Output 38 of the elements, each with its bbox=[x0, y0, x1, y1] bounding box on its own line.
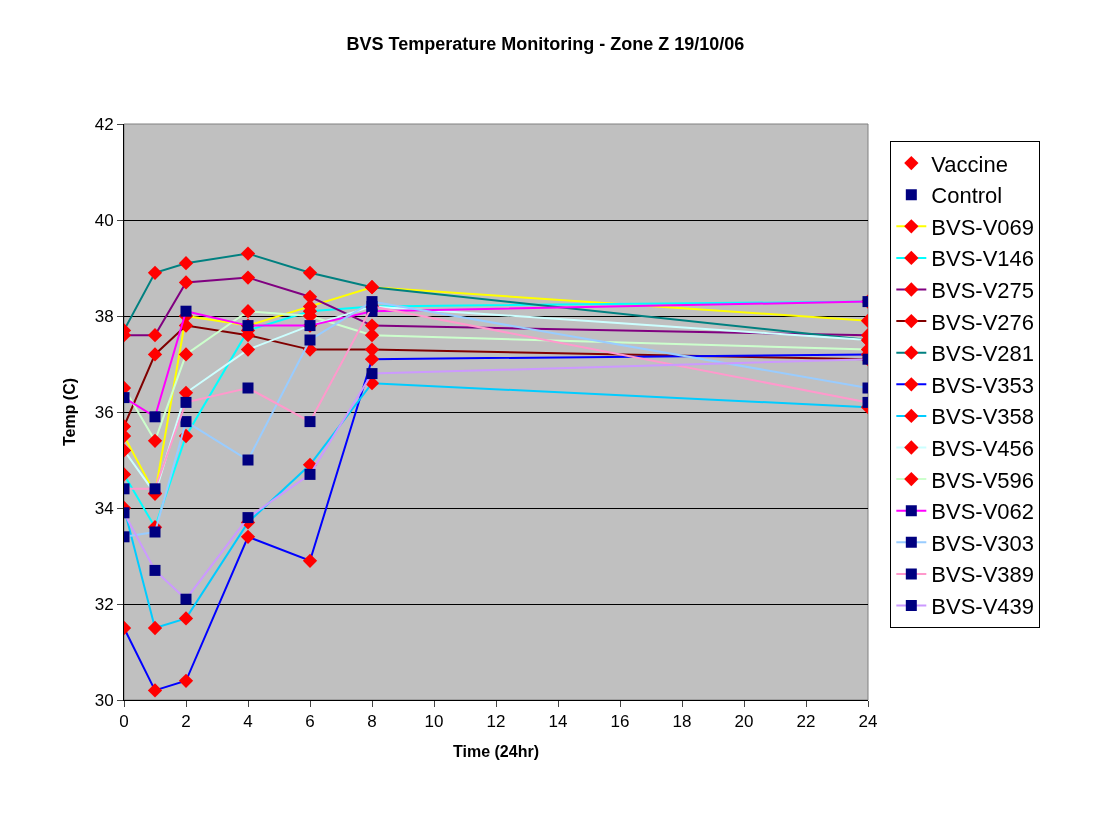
x-tick-label: 6 bbox=[305, 712, 315, 732]
x-tick-label: 14 bbox=[548, 712, 568, 732]
legend-label: BVS-V456 bbox=[931, 436, 1035, 462]
y-tick-label: 40 bbox=[94, 210, 114, 230]
legend-label: BVS-V146 bbox=[931, 246, 1035, 272]
legend-label: Vaccine bbox=[931, 151, 1008, 177]
y-tick-label: 36 bbox=[94, 402, 114, 422]
chart-title: BVS Temperature Monitoring - Zone Z 19/10/06 bbox=[346, 33, 745, 54]
y-tick-label: 42 bbox=[94, 114, 114, 134]
legend-label: BVS-V353 bbox=[931, 372, 1035, 398]
legend-label: BVS-V389 bbox=[931, 562, 1035, 588]
x-tick-label: 24 bbox=[858, 712, 878, 732]
y-tick-label: 34 bbox=[94, 498, 114, 518]
x-tick-label: 0 bbox=[119, 712, 129, 732]
y-tick-label: 32 bbox=[94, 594, 114, 614]
x-tick-label: 8 bbox=[367, 712, 377, 732]
x-tick-label: 18 bbox=[672, 712, 692, 732]
legend-label: BVS-V358 bbox=[931, 404, 1035, 430]
y-tick-label: 30 bbox=[94, 690, 114, 710]
y-axis-title: Temp (C) bbox=[60, 377, 78, 447]
x-tick-label: 12 bbox=[486, 712, 506, 732]
legend-label: Control bbox=[931, 183, 1003, 209]
legend-label: BVS-V281 bbox=[931, 341, 1035, 367]
legend-label: BVS-V439 bbox=[931, 594, 1035, 620]
legend-label: BVS-V069 bbox=[931, 214, 1035, 240]
x-tick-label: 10 bbox=[424, 712, 444, 732]
x-tick-label: 2 bbox=[181, 712, 191, 732]
y-tick-label: 38 bbox=[94, 306, 114, 326]
legend-label: BVS-V276 bbox=[931, 309, 1035, 335]
legend-label: BVS-V275 bbox=[931, 278, 1035, 304]
x-tick-label: 22 bbox=[796, 712, 816, 732]
legend-label: BVS-V062 bbox=[931, 499, 1035, 525]
x-axis-title: Time (24hr) bbox=[453, 743, 539, 761]
x-tick-label: 4 bbox=[243, 712, 253, 732]
x-tick-label: 20 bbox=[734, 712, 754, 732]
legend-label: BVS-V303 bbox=[931, 530, 1035, 556]
legend-label: BVS-V596 bbox=[931, 467, 1035, 493]
x-tick-label: 16 bbox=[610, 712, 630, 732]
